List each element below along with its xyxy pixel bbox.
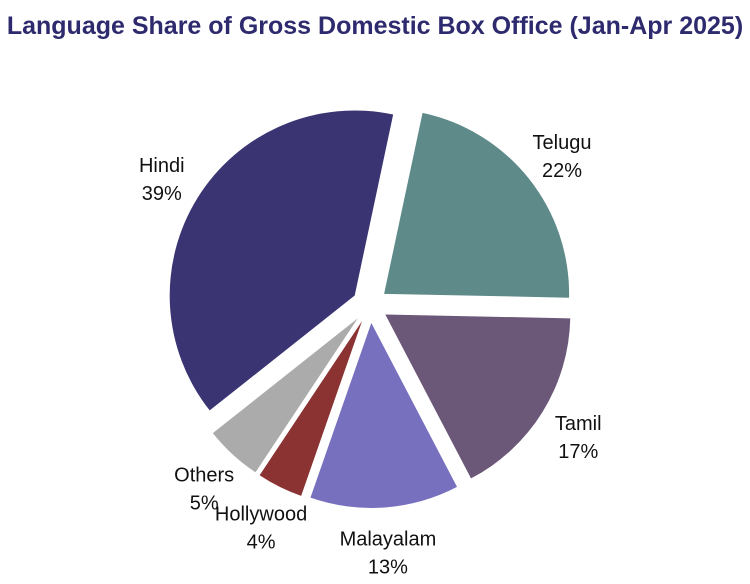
slice-percent-malayalam: 13% bbox=[368, 556, 408, 578]
slice-name-hindi: Hindi bbox=[139, 155, 185, 177]
slice-name-others: Others bbox=[174, 464, 234, 486]
pie-slice-hindi bbox=[169, 110, 394, 411]
chart-title: Language Share of Gross Domestic Box Off… bbox=[6, 12, 744, 40]
slice-name-malayalam: Malayalam bbox=[340, 528, 437, 550]
pie-slice-telugu bbox=[384, 112, 570, 298]
pie-slice-malayalam bbox=[310, 322, 458, 508]
pie-slice-tamil bbox=[385, 314, 571, 479]
pie-slice-hollywood bbox=[259, 321, 362, 496]
pie-slice-others bbox=[212, 318, 358, 473]
slice-percent-telugu: 22% bbox=[542, 160, 582, 182]
slice-percent-hindi: 39% bbox=[142, 183, 182, 205]
slice-percent-others: 5% bbox=[190, 492, 219, 514]
pie-labels: Telugu 22% Tamil 17% Malayalam 13% Hollywood 4%… bbox=[139, 132, 602, 579]
slice-percent-tamil: 17% bbox=[558, 441, 598, 463]
slice-name-hollywood: Hollywood bbox=[215, 503, 307, 525]
slice-name-telugu: Telugu bbox=[533, 132, 592, 154]
pie-slices bbox=[169, 110, 571, 508]
slice-name-tamil: Tamil bbox=[555, 413, 602, 435]
slice-percent-hollywood: 4% bbox=[247, 531, 276, 553]
